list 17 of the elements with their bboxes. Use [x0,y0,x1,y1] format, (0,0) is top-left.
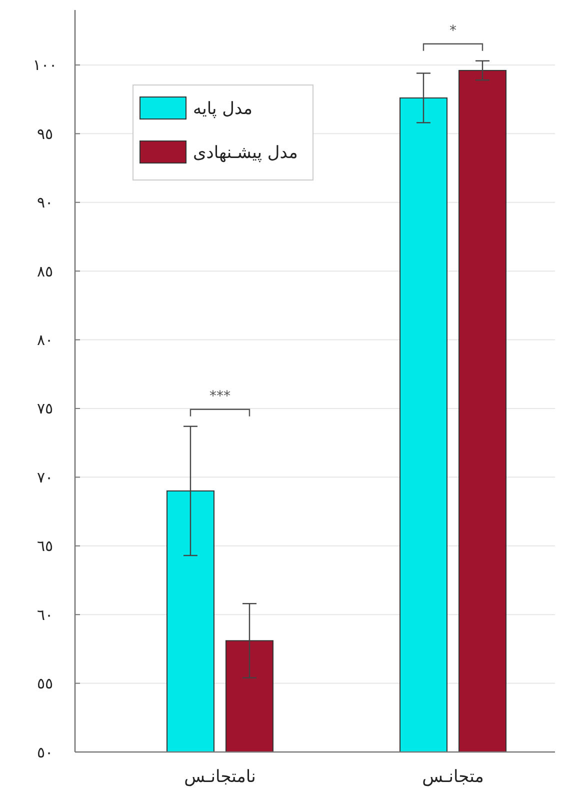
y-tick-label: ٩٥ [36,124,54,143]
y-tick-label: ٦٠ [36,606,54,624]
y-tick-label: ٧٠ [36,468,54,486]
x-tick-label: نامتجانـس [184,767,256,787]
y-tick-label: ٨٥ [36,262,54,280]
legend-label: مدل پایه [193,98,253,119]
y-tick-label: ٥٥ [36,674,54,693]
y-tick-label: ١٠٠ [32,56,58,74]
y-tick-label: ٧٥ [36,400,54,418]
annotation: *** [209,388,230,404]
y-tick-label: ٦٥ [36,537,54,556]
x-tick-label: متجانـس [422,767,484,787]
annotation: * [449,22,456,39]
y-tick-label: ٨٠ [36,331,54,350]
y-tick-label: ٥٠ [36,743,54,762]
y-tick-label: ٩٠ [36,194,54,212]
legend-label: مدل پیشـنهادی [193,142,298,163]
